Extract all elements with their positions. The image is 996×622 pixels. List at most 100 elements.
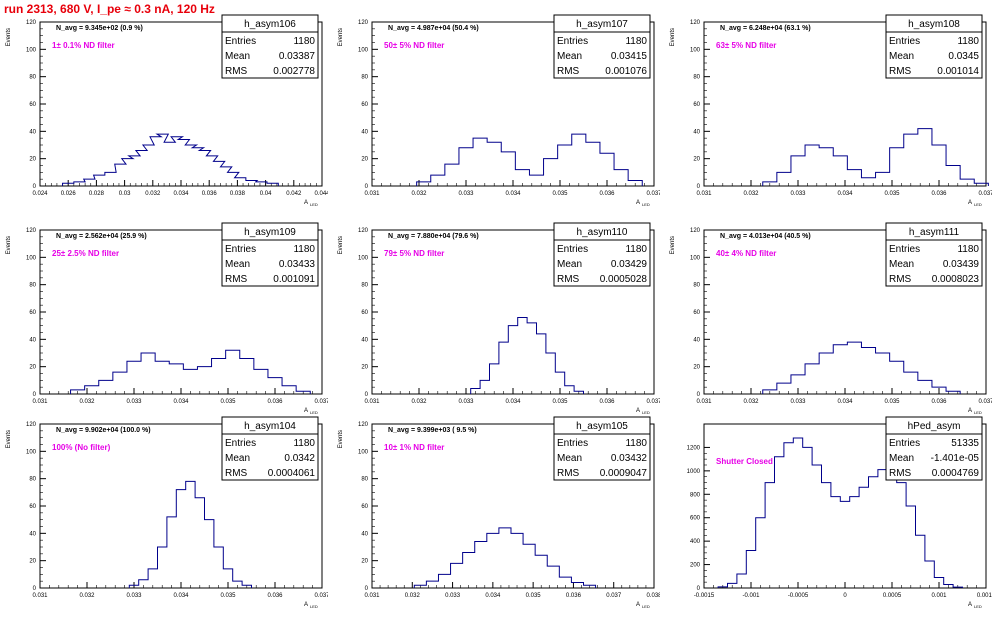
y-tick-label: 0 bbox=[33, 586, 37, 592]
y-tick-label: 80 bbox=[29, 477, 36, 483]
stat-value-rms: 0.001091 bbox=[273, 274, 315, 285]
y-tick-label: 100 bbox=[358, 47, 369, 53]
stat-label: Entries bbox=[225, 244, 256, 255]
x-axis-label-sub: LED bbox=[642, 604, 650, 609]
stat-value-entries: 1180 bbox=[625, 244, 647, 255]
y-tick-label: 120 bbox=[26, 228, 37, 234]
hist-pad-4: 0 20 40 60 80 100 120 0.031 0.032 0.033 0.034 0.035… bbox=[0, 222, 328, 428]
hist-pad-5: 0 20 40 60 80 100 120 0.031 0.032 0.033 0.034 0.035… bbox=[332, 222, 660, 428]
stat-value-entries: 1180 bbox=[625, 438, 647, 449]
x-axis-label-sub: LED bbox=[642, 410, 650, 415]
histogram-line bbox=[70, 349, 311, 394]
stats-box bbox=[885, 433, 983, 481]
histogram-line bbox=[470, 316, 584, 394]
hist-svg: 0 20 40 60 80 100 120 0.031 0.032 0.033 0.034 0.035… bbox=[670, 14, 992, 207]
x-tick-label: 0.035 bbox=[884, 399, 900, 405]
stat-value-rms: 0.002778 bbox=[273, 66, 315, 77]
stats-box bbox=[221, 433, 319, 481]
filter-annotation: 1± 0.1% ND filter bbox=[52, 41, 115, 50]
x-tick-label: 0.032 bbox=[145, 191, 161, 197]
x-tick-label: 0.032 bbox=[405, 593, 421, 599]
x-axis-label-sub: LED bbox=[310, 202, 318, 207]
y-tick-label: 60 bbox=[693, 310, 700, 316]
y-tick-label: 600 bbox=[690, 516, 701, 522]
y-tick-label: 40 bbox=[361, 531, 368, 537]
y-tick-label: 1200 bbox=[687, 445, 701, 451]
y-tick-label: 40 bbox=[361, 337, 368, 343]
stat-value-rms: 0.0004061 bbox=[268, 468, 316, 479]
x-tick-label: 0.035 bbox=[220, 399, 236, 405]
stat-label: Entries bbox=[225, 438, 256, 449]
x-tick-label: 0.034 bbox=[505, 191, 521, 197]
y-tick-label: 80 bbox=[29, 75, 36, 81]
x-axis-label: A bbox=[304, 408, 308, 414]
y-tick-label: 100 bbox=[690, 255, 701, 261]
navg-label: N_avg = 9.902e+04 (100.0 %) bbox=[56, 427, 151, 434]
x-tick-label: 0.036 bbox=[267, 399, 283, 405]
page-title: run 2313, 680 V, I_pe ≈ 0.3 nA, 120 Hz bbox=[4, 2, 215, 16]
y-tick-label: 120 bbox=[26, 20, 37, 26]
y-tick-label: 40 bbox=[693, 129, 700, 135]
y-tick-label: 80 bbox=[361, 75, 368, 81]
stats-box bbox=[221, 239, 319, 287]
hist-name: h_asym109 bbox=[244, 227, 296, 238]
x-tick-label: 0.03 bbox=[119, 191, 131, 197]
x-tick-label: 0.034 bbox=[173, 191, 189, 197]
y-tick-label: 60 bbox=[29, 504, 36, 510]
x-tick-label: 0.031 bbox=[32, 593, 48, 599]
y-tick-label: 120 bbox=[358, 228, 369, 234]
stats-box bbox=[885, 31, 983, 79]
y-tick-label: 100 bbox=[26, 255, 37, 261]
x-tick-label: 0.031 bbox=[696, 191, 712, 197]
x-tick-label: 0.036 bbox=[566, 593, 582, 599]
stat-label: Entries bbox=[225, 36, 256, 47]
hist-svg: 0 200 400 600 800 1000 1200 -0.0015 -0.001 -0.000… bbox=[687, 416, 992, 609]
y-tick-label: 40 bbox=[29, 337, 36, 343]
stat-value-entries: 1180 bbox=[293, 244, 315, 255]
y-tick-label: 0 bbox=[365, 184, 369, 190]
stat-value-entries: 1180 bbox=[957, 244, 979, 255]
stat-label: Mean bbox=[225, 453, 250, 464]
stat-value-rms: 0.001014 bbox=[937, 66, 979, 77]
stat-label: RMS bbox=[889, 274, 912, 285]
x-axis-label-sub: LED bbox=[642, 202, 650, 207]
x-tick-label: 0.032 bbox=[411, 399, 427, 405]
y-axis-label: Events bbox=[6, 236, 12, 254]
y-tick-label: 60 bbox=[693, 102, 700, 108]
filter-annotation: 100% (No filter) bbox=[52, 443, 111, 452]
x-tick-label: 0.033 bbox=[126, 593, 142, 599]
x-tick-label: 0.044 bbox=[314, 191, 328, 197]
hist-svg: 0 20 40 60 80 100 120 0.031 0.032 0.033 0.034 0.035… bbox=[670, 222, 992, 415]
x-tick-label: 0.032 bbox=[743, 191, 759, 197]
x-axis-label-sub: LED bbox=[974, 202, 982, 207]
y-tick-label: 20 bbox=[693, 365, 700, 371]
hist-name: hPed_asym bbox=[908, 421, 961, 432]
x-tick-label: 0.033 bbox=[790, 191, 806, 197]
x-axis-label-sub: LED bbox=[310, 604, 318, 609]
filter-annotation: 25± 2.5% ND filter bbox=[52, 249, 119, 258]
histogram-line bbox=[762, 341, 961, 394]
navg-label: N_avg = 9.399e+03 ( 9.5 %) bbox=[388, 427, 477, 434]
y-tick-label: 0 bbox=[33, 184, 37, 190]
y-axis-label: Events bbox=[670, 236, 676, 254]
y-tick-label: 120 bbox=[690, 228, 701, 234]
y-tick-label: 20 bbox=[29, 157, 36, 163]
x-tick-label: 0.037 bbox=[978, 399, 992, 405]
stat-label: Mean bbox=[889, 51, 914, 62]
navg-label: N_avg = 9.345e+02 (0.9 %) bbox=[56, 25, 143, 32]
x-tick-label: 0.032 bbox=[411, 191, 427, 197]
stats-box bbox=[553, 31, 651, 79]
x-tick-label: 0.031 bbox=[364, 399, 380, 405]
stat-value-rms: 0.0008023 bbox=[932, 274, 980, 285]
stat-label: Entries bbox=[889, 244, 920, 255]
stat-value-mean: 0.03433 bbox=[279, 259, 316, 270]
x-tick-label: 0.037 bbox=[314, 399, 328, 405]
y-tick-label: 40 bbox=[29, 129, 36, 135]
x-tick-label: 0.033 bbox=[445, 593, 461, 599]
stats-box bbox=[885, 239, 983, 287]
y-axis-label: Events bbox=[338, 430, 344, 448]
x-tick-label: 0.032 bbox=[79, 593, 95, 599]
x-tick-label: 0.036 bbox=[931, 191, 947, 197]
navg-label: N_avg = 4.013e+04 (40.5 %) bbox=[720, 233, 811, 240]
x-tick-label: 0 bbox=[843, 593, 847, 599]
